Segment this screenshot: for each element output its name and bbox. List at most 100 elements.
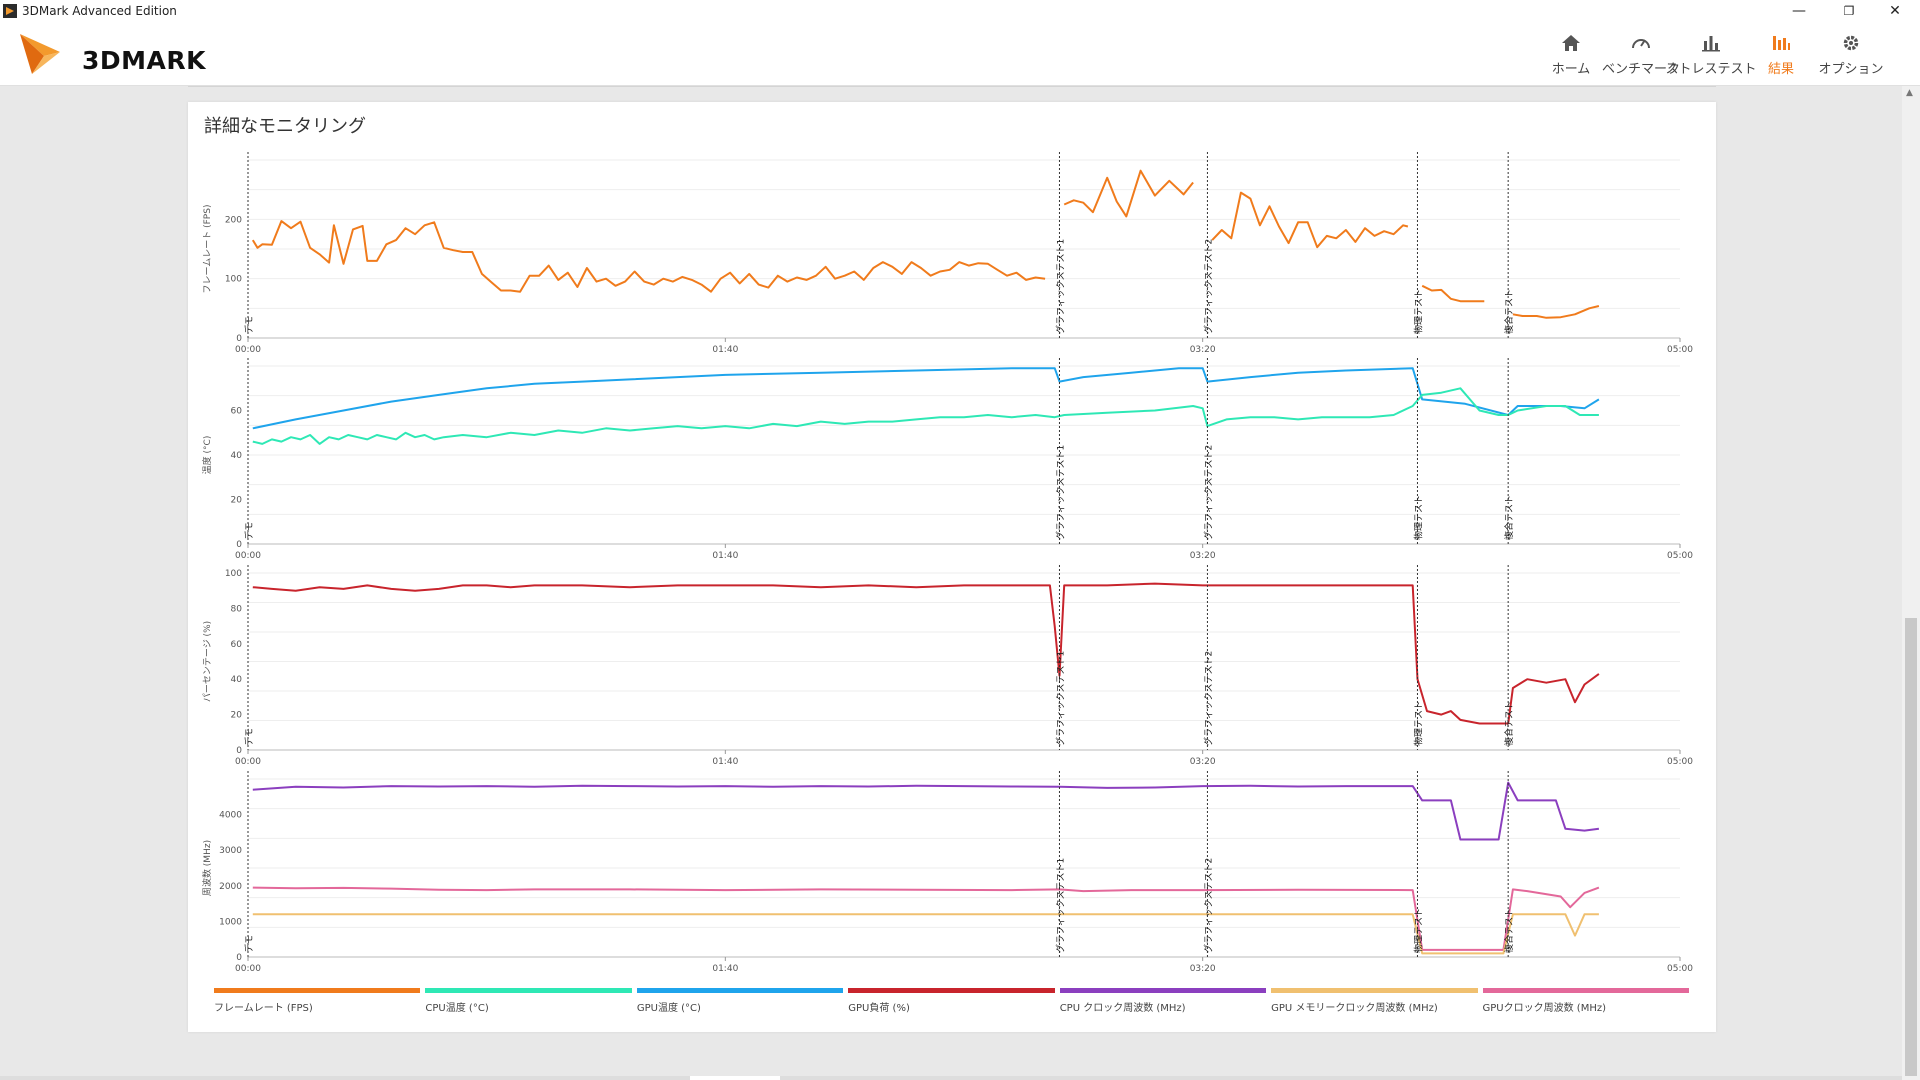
test-marker-label: 複合テスト [1503,495,1515,540]
scrollbar-thumb[interactable] [1905,618,1917,1076]
x-tick-label: 05:00 [1667,757,1693,767]
legend-color-bar [848,988,1055,993]
series-line-1-0-0 [252,367,1600,430]
y-tick-label: 3000 [219,846,242,856]
y-tick-label: 80 [231,604,243,614]
y-tick-label: 40 [231,675,243,685]
home-icon [1562,35,1580,51]
legend-item[interactable]: GPU温度 (°C) [636,988,844,1018]
series-line-1-1-0 [252,387,1599,445]
legend-item[interactable]: フレームレート (FPS) [214,988,421,1018]
x-tick-label: 03:20 [1190,757,1216,767]
y-axis-label: フレームレート (FPS) [202,205,213,294]
legend-item[interactable]: GPUクロック周波数 (MHz) [1482,988,1689,1018]
nav-benchmark-label: ベンチマーク [1602,62,1681,77]
test-marker-label: 物理テスト [1412,289,1424,334]
y-axis-label: 周波数 (MHz) [201,840,213,896]
y-tick-label: 0 [236,953,242,963]
legend-color-bar [214,988,421,993]
nav-options-label: オプション [1818,62,1884,77]
legend-label: GPU負荷 (%) [848,1003,910,1014]
y-axis-label: パーセンテージ (%) [202,621,213,702]
nav-stress-test[interactable]: ストレステスト [1666,30,1757,80]
x-tick-label: 01:40 [712,551,738,561]
y-tick-label: 0 [236,540,242,550]
legend-label: GPU温度 (°C) [636,1003,701,1014]
y-tick-label: 0 [236,746,242,756]
x-tick-label: 03:20 [1190,551,1216,561]
logo-mark-icon [20,34,60,74]
vertical-scrollbar[interactable]: ▲ [1902,86,1920,1080]
legend-label: フレームレート (FPS) [214,1003,313,1014]
x-tick-label: 05:00 [1667,551,1693,561]
legend-color-bar [1271,988,1478,993]
bar-chart-icon [1702,36,1720,52]
legend-label: GPUクロック周波数 (MHz) [1482,1003,1607,1014]
test-marker-label: 物理テスト [1412,701,1424,746]
nav-options[interactable]: オプション [1816,30,1886,80]
chart-panel-3: 0 1000 2000 3000 4000 00:00 01:40 03:20 05:00 周波数… [201,771,1693,974]
gauge-icon [1632,39,1650,49]
legend-color-bar [1059,988,1267,993]
results-icon [1773,36,1790,50]
main-nav: ホーム ベンチマーク ストレステスト 結果 オプション [1536,30,1886,80]
scroll-up-arrow-icon[interactable]: ▲ [1906,88,1913,98]
legend-label: GPU メモリークロック周波数 (MHz) [1271,1003,1438,1014]
card-title: 詳細なモニタリング [204,116,366,137]
y-tick-label: 20 [231,711,243,721]
chart-panel-1: 0 20 40 60 00:00 01:40 03:20 05:00 温度 (°C) デモ グラフィ… [201,358,1693,561]
restore-button[interactable]: ❐ [1843,4,1855,18]
test-marker-label: デモ [243,316,255,334]
chart-legend: フレームレート (FPS) CPU温度 (°C) GPU温度 (°C) GPU負荷 (… [214,988,1694,1018]
y-tick-label: 200 [225,215,242,225]
x-tick-label: 01:40 [712,757,738,767]
3dmark-logo: 3DMARK [18,30,228,80]
y-axis-label: 温度 (°C) [201,436,213,475]
chart-panel-2: 0 20 40 60 80 100 00:00 01:40 03:20 05:00 パーセンテージ … [202,565,1693,767]
x-tick-label: 00:00 [235,345,261,355]
x-tick-label: 00:00 [235,757,261,767]
close-button[interactable]: ✕ [1889,3,1901,19]
test-marker-label: デモ [243,522,255,540]
x-tick-label: 01:40 [712,345,738,355]
window-title: 3DMark Advanced Edition [22,4,177,18]
app-icon [3,4,17,18]
test-marker-label: 物理テスト [1412,908,1424,953]
test-marker-label: 複合テスト [1503,908,1515,953]
x-tick-label: 00:00 [235,551,261,561]
legend-label: CPU温度 (°C) [425,1003,489,1014]
y-tick-label: 20 [231,496,243,506]
minimize-button[interactable]: — [1792,3,1806,19]
legend-item[interactable]: GPU負荷 (%) [848,988,1055,1018]
test-marker-label: グラフィックステスト2 [1202,445,1214,540]
nav-benchmark[interactable]: ベンチマーク [1602,30,1680,80]
series-line-3-0-0 [252,781,1600,841]
test-marker-label: グラフィックステスト1 [1054,651,1066,746]
nav-stress-test-label: ストレステスト [1665,62,1757,77]
test-marker-label: グラフィックステスト2 [1202,239,1214,334]
nav-home-label: ホーム [1551,62,1591,77]
series-line-0-0-0 [251,220,1046,293]
test-marker-label: グラフィックステスト1 [1054,239,1066,334]
legend-color-bar [425,988,632,993]
horizontal-scroll-thumb[interactable] [690,1076,780,1080]
test-marker-label: グラフィックステスト2 [1202,651,1214,746]
test-marker-label: デモ [243,728,255,746]
test-marker-label: グラフィックステスト1 [1054,445,1066,540]
nav-results[interactable]: 結果 [1746,30,1816,80]
legend-item[interactable]: GPU メモリークロック周波数 (MHz) [1271,988,1478,1018]
y-tick-label: 100 [225,569,242,579]
x-tick-label: 03:20 [1190,964,1216,974]
legend-item[interactable]: CPU クロック周波数 (MHz) [1059,988,1267,1018]
legend-color-bar [636,988,844,993]
nav-home[interactable]: ホーム [1536,30,1606,80]
window-titlebar: 3DMark Advanced Edition — ❐ ✕ [0,0,1920,24]
test-marker-label: 物理テスト [1412,495,1424,540]
series-line-0-0-2 [1211,191,1409,249]
logo-text: 3DMARK [82,46,206,75]
series-line-0-0-3 [1421,284,1485,303]
legend-item[interactable]: CPU温度 (°C) [425,988,632,1018]
detailed-monitoring-card: 詳細なモニタリング 0 100 200 00:00 01:40 03:20 05:00 フレー… [188,102,1716,1032]
legend-label: CPU クロック周波数 (MHz) [1059,1003,1186,1014]
